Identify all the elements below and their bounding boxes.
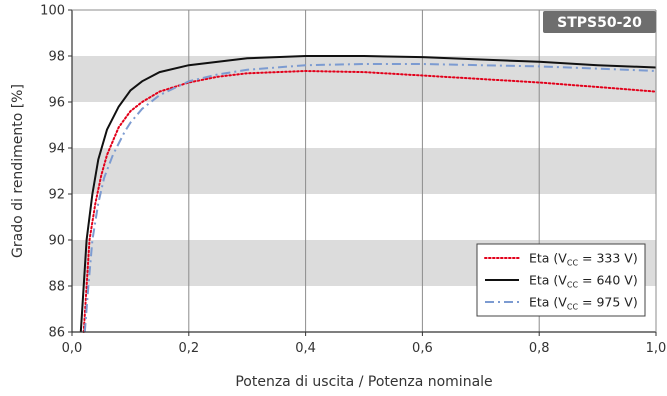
x-tick-label: 0,0 bbox=[62, 341, 83, 356]
title-badge-box bbox=[543, 11, 656, 33]
y-tick-label: 96 bbox=[48, 96, 65, 111]
series-layer bbox=[79, 55, 657, 333]
series-line-2 bbox=[79, 55, 657, 333]
x-tick-labels: 0,0 0,2 0,4 0,6 0,8 1,0 bbox=[62, 332, 667, 356]
grid-band bbox=[72, 148, 656, 194]
y-tick-label: 86 bbox=[48, 326, 65, 341]
x-tick-label: 0,6 bbox=[412, 341, 433, 356]
chart-title: STPS50-20 bbox=[557, 15, 642, 31]
legend: Eta (VCC = 333 V) Eta (VCC = 640 V) Eta (V… bbox=[476, 243, 646, 317]
x-axis-title: Potenza di uscita / Potenza nominale bbox=[235, 374, 492, 390]
axes-frame bbox=[71, 9, 657, 333]
series-line-3 bbox=[83, 63, 657, 333]
x-tick-label: 1,0 bbox=[646, 341, 667, 356]
x-tick-label: 0,2 bbox=[178, 341, 199, 356]
y-tick-label: 98 bbox=[48, 50, 65, 65]
series-line-1 bbox=[82, 69, 657, 333]
y-tick-label: 92 bbox=[48, 188, 65, 203]
title-badge: STPS50-20 bbox=[543, 11, 656, 33]
x-tick-label: 0,8 bbox=[529, 341, 550, 356]
y-tick-label: 94 bbox=[48, 142, 65, 157]
y-tick-labels: 86 88 90 92 94 96 98 100 bbox=[40, 4, 72, 341]
y-tick-label: 90 bbox=[48, 234, 65, 249]
x-tick-label: 0,4 bbox=[295, 341, 316, 356]
legend-label-2: Eta (VCC = 640 V) bbox=[529, 273, 638, 290]
legend-label-3: Eta (VCC = 975 V) bbox=[529, 295, 638, 312]
legend-label-1: Eta (VCC = 333 V) bbox=[529, 251, 638, 268]
y-tick-label: 88 bbox=[48, 280, 65, 295]
y-tick-label: 100 bbox=[40, 4, 65, 19]
y-axis-title: Grado di rendimento [%] bbox=[10, 84, 26, 258]
